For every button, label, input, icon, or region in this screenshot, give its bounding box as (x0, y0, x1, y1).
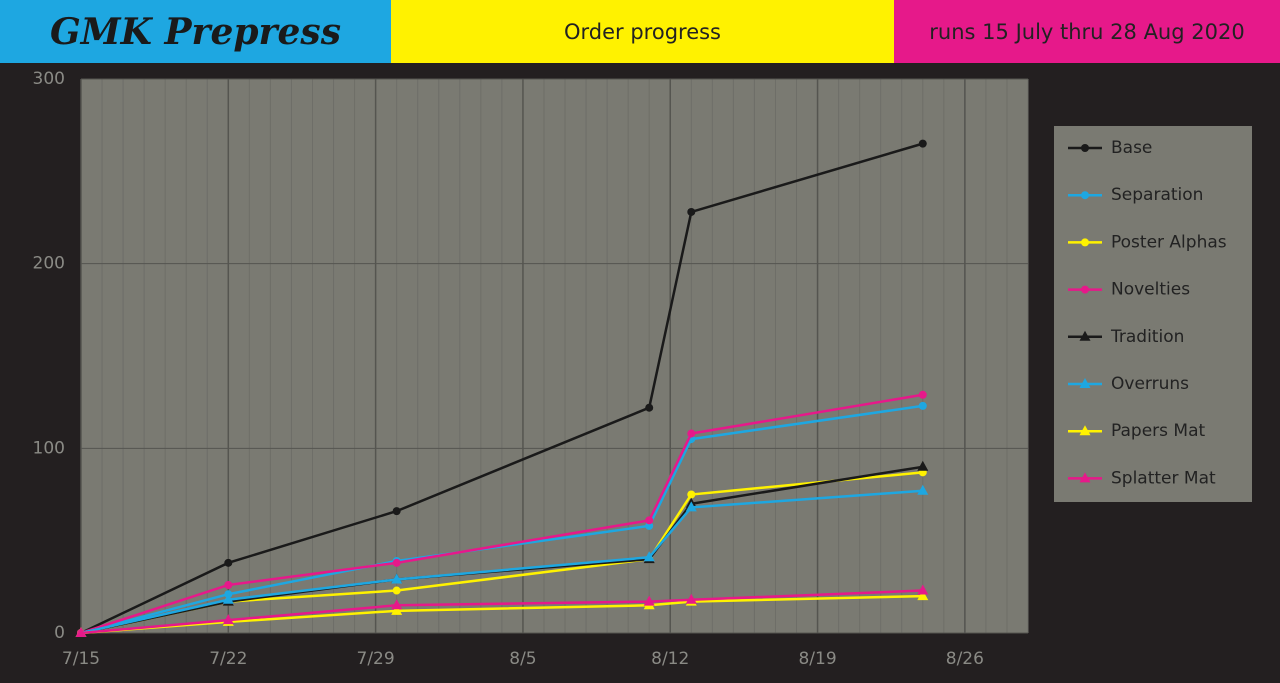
legend-marker (1081, 144, 1089, 152)
series-line (80, 489, 923, 635)
data-point (222, 593, 234, 604)
data-point (917, 584, 929, 595)
legend-marker (1081, 285, 1089, 294)
legend-label: Papers Mat (1111, 421, 1205, 441)
series-line (80, 594, 923, 635)
y-tick-label: 0 (54, 623, 65, 643)
x-tick-label: 8/5 (509, 649, 536, 669)
legend-marker (1079, 472, 1091, 483)
x-tick-label: 7/15 (62, 649, 100, 669)
x-tick-label: 8/26 (946, 649, 984, 669)
data-point (687, 490, 696, 499)
legend-label: Splatter Mat (1111, 468, 1216, 488)
data-point (918, 139, 927, 148)
data-point (391, 599, 403, 610)
data-point (645, 403, 654, 412)
data-point (645, 516, 654, 525)
legend-label: Overruns (1111, 374, 1189, 394)
legend-item: Overruns (1068, 374, 1189, 394)
date-range: runs 15 July thru 28 Aug 2020 (894, 0, 1280, 63)
legend-label: Poster Alphas (1111, 232, 1227, 252)
data-point (685, 501, 697, 512)
data-point (224, 580, 233, 589)
series-line (80, 142, 924, 635)
legend-marker (1079, 330, 1091, 341)
data-point (391, 604, 403, 615)
legend-item: Novelties (1068, 280, 1190, 300)
x-tick-label: 8/12 (651, 649, 689, 669)
data-point (643, 595, 655, 606)
x-tick-label: 7/22 (209, 649, 247, 669)
subtitle: Order progress (391, 0, 894, 63)
legend-box (1054, 126, 1252, 502)
data-point (917, 460, 929, 471)
legend-item: Base (1068, 138, 1152, 158)
legend-item: Poster Alphas (1068, 232, 1227, 252)
data-point (687, 207, 696, 216)
data-point (224, 558, 233, 567)
data-point (643, 551, 655, 562)
header: GMK Prepress Order progress runs 15 July… (0, 0, 1280, 63)
data-point (917, 484, 929, 495)
x-tick-label: 7/29 (357, 649, 395, 669)
legend-label: Novelties (1111, 280, 1190, 300)
plot-area (81, 79, 1028, 633)
data-point (392, 558, 401, 567)
data-point (645, 521, 654, 530)
legend-item: Papers Mat (1068, 421, 1205, 441)
legend-item: Splatter Mat (1068, 468, 1216, 488)
legend-item: Tradition (1068, 327, 1184, 347)
brand: GMK Prepress (0, 0, 391, 63)
series-line (80, 589, 923, 635)
legend-label: Tradition (1110, 327, 1184, 347)
legend-marker (1081, 238, 1089, 247)
legend-marker (1081, 191, 1089, 200)
data-point (222, 614, 234, 625)
data-point (687, 429, 696, 438)
legend-marker (1079, 378, 1091, 388)
legend-label: Base (1111, 138, 1152, 158)
x-tick-label: 8/19 (798, 649, 836, 669)
data-point (918, 390, 927, 399)
series-line (80, 393, 923, 635)
data-point (685, 593, 697, 604)
y-tick-label: 200 (33, 254, 65, 274)
series-line (80, 404, 923, 635)
data-point (917, 590, 929, 601)
data-point (392, 507, 401, 516)
y-tick-label: 100 (33, 438, 65, 458)
y-tick-label: 300 (33, 69, 65, 89)
data-point (918, 401, 927, 410)
legend-label: Separation (1111, 185, 1203, 205)
legend-item: Separation (1068, 185, 1203, 205)
data-point (391, 573, 403, 584)
data-point (392, 586, 401, 595)
data-point (75, 627, 87, 637)
legend-marker (1079, 425, 1091, 436)
